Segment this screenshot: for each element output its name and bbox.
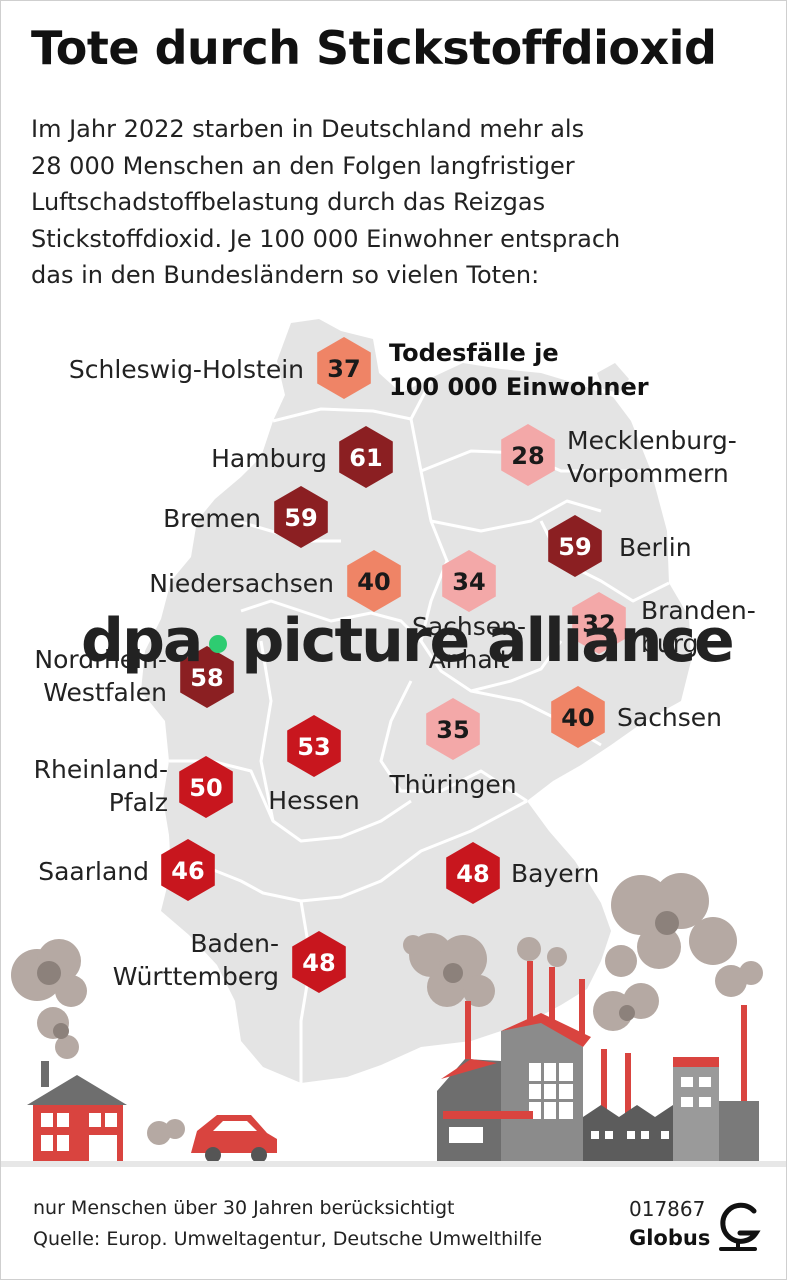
pollution-illustration xyxy=(1,873,786,1167)
germany-map-chart: Schleswig-Holstein Hamburg Mecklenburg- … xyxy=(1,319,786,1167)
value-label: 61 xyxy=(349,444,382,472)
intro-line: Stickstoffdioxid. Je 100 000 Einwohner e… xyxy=(31,224,621,253)
footer-note: nur Menschen über 30 Jahren berücksichti… xyxy=(33,1197,455,1219)
legend-line: Todesfälle je xyxy=(389,339,559,367)
value-label: 35 xyxy=(436,716,469,744)
region-label: Hamburg xyxy=(211,444,327,473)
region-label: Vorpommern xyxy=(567,459,729,488)
value-hexagon xyxy=(292,931,346,993)
watermark-left: dpa xyxy=(81,606,203,676)
value-hexagon xyxy=(426,698,480,760)
intro-line: das in den Bundesländern so vielen Toten… xyxy=(31,261,540,289)
value-hexagon xyxy=(161,839,215,901)
watermark: dpa picture alliance xyxy=(81,611,735,671)
region-label: Sachsen- xyxy=(412,612,526,641)
value-label: 32 xyxy=(582,610,615,638)
region-label: Schleswig-Holstein xyxy=(69,355,304,384)
island xyxy=(597,363,629,393)
region-label: Bayern xyxy=(511,859,599,888)
region-labels: Schleswig-Holstein Hamburg Mecklenburg- … xyxy=(34,355,756,991)
intro-text: Im Jahr 2022 starben in Deutschland mehr… xyxy=(31,111,751,294)
footer-source: Quelle: Europ. Umweltagentur, Deutsche U… xyxy=(33,1228,543,1250)
value-label: 59 xyxy=(284,504,317,532)
region-label: Hessen xyxy=(268,786,359,815)
region-label: Westfalen xyxy=(43,678,167,707)
region-label: Sachsen xyxy=(617,703,722,732)
value-label: 59 xyxy=(558,533,591,561)
region-label: Bremen xyxy=(163,504,261,533)
value-hexagon xyxy=(180,646,234,708)
region-label: burg xyxy=(641,629,698,658)
region-label: Saarland xyxy=(38,857,149,886)
value-hexagon xyxy=(551,686,605,748)
value-label: 53 xyxy=(297,733,330,761)
region-label: Branden- xyxy=(641,596,756,625)
intro-line: Im Jahr 2022 starben in Deutschland mehr… xyxy=(31,115,585,143)
value-label: 48 xyxy=(456,860,489,888)
value-label: 58 xyxy=(190,664,223,692)
region-label: Thüringen xyxy=(388,770,516,799)
value-label: 37 xyxy=(327,355,360,383)
page-title: Tote durch Stickstoffdioxid xyxy=(31,21,717,75)
value-label: 40 xyxy=(561,704,594,732)
region-label: Mecklenburg- xyxy=(567,426,737,455)
value-hexagon xyxy=(287,715,341,777)
intro-line: 28 000 Menschen an den Folgen langfristi… xyxy=(31,151,575,180)
value-markers: 37 61 28 59 59 40 34 32 58 40 53 35 50 46 48 48 xyxy=(161,337,626,993)
value-label: 48 xyxy=(302,949,335,977)
globus-logo-icon xyxy=(719,1202,761,1251)
region-label: Pfalz xyxy=(109,788,168,817)
region-label: Berlin xyxy=(619,533,692,562)
value-hexagon xyxy=(442,550,496,612)
value-label: 28 xyxy=(511,442,544,470)
value-hexagon xyxy=(446,842,500,904)
value-hexagon xyxy=(347,550,401,612)
value-hexagon xyxy=(179,756,233,818)
value-hexagon xyxy=(548,515,602,577)
region-label: Niedersachsen xyxy=(149,569,334,598)
value-hexagon xyxy=(317,337,371,399)
watermark-dot xyxy=(209,635,228,654)
value-hexagon xyxy=(274,486,328,548)
value-label: 50 xyxy=(189,774,222,802)
value-label: 40 xyxy=(357,568,390,596)
value-hexagon xyxy=(501,424,555,486)
value-label: 46 xyxy=(171,857,204,885)
value-hexagon xyxy=(339,426,393,488)
region-label: Anhalt xyxy=(429,645,510,674)
state-borders xyxy=(169,376,670,1083)
value-hexagon xyxy=(572,592,626,654)
region-label: Württemberg xyxy=(113,962,279,991)
region-label: Nordrhein- xyxy=(34,645,167,674)
region-label: Rheinland- xyxy=(34,755,168,784)
value-label: 34 xyxy=(452,568,485,596)
brand-name: Globus xyxy=(629,1226,711,1250)
legend-line: 100 000 Einwohner xyxy=(389,373,649,401)
intro-line: Luftschadstoffbelastung durch das Reizga… xyxy=(31,188,546,216)
region-label: Baden- xyxy=(190,929,279,958)
watermark-right: picture alliance xyxy=(241,606,734,676)
graphic-id: 017867 xyxy=(629,1197,706,1221)
